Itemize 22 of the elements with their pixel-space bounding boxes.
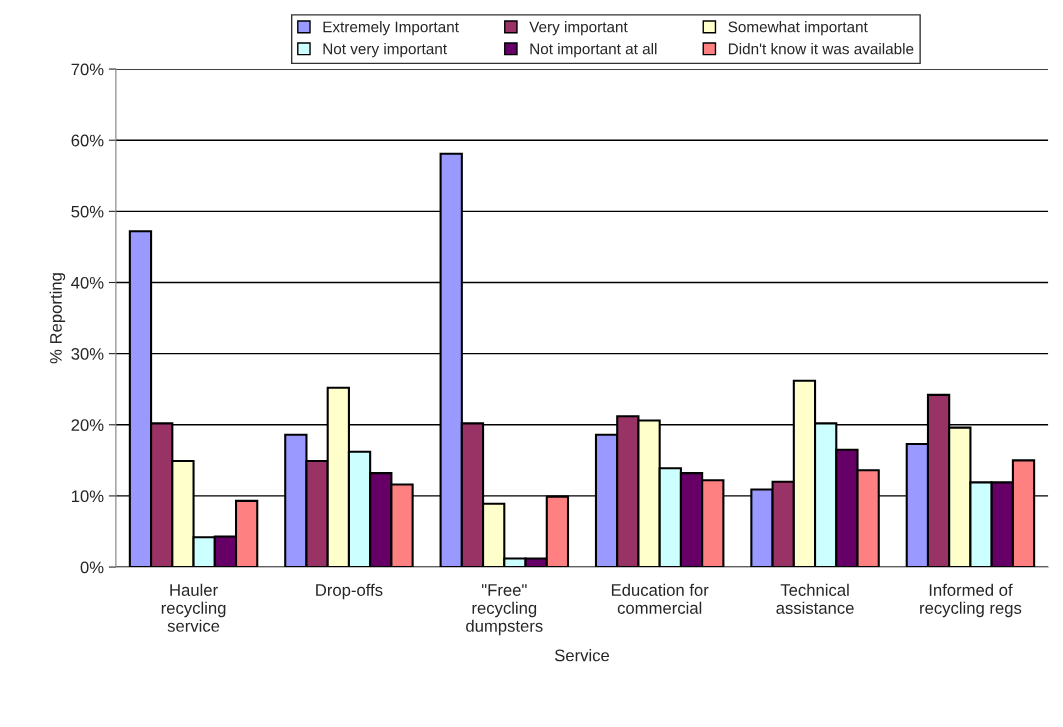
x-tick-label: Education for commercial — [611, 583, 709, 614]
x-tick-label: Drop-offs — [316, 583, 383, 600]
legend-label: Didn't know it was available — [728, 43, 914, 55]
y-tick-label: 50% — [71, 205, 104, 218]
x-axis-title: Service — [554, 649, 610, 662]
legend-label: Not important at all — [530, 43, 657, 58]
y-tick-label: 40% — [71, 276, 104, 289]
x-tick-label: Informed of recycling regs — [920, 583, 1022, 618]
x-tick-label: Technical assistance — [776, 583, 854, 614]
y-tick-label: 20% — [71, 419, 104, 431]
legend-label: Somewhat important — [728, 21, 868, 36]
legend-label: Extremely Important — [323, 21, 459, 36]
y-tick-label: 10% — [71, 490, 104, 503]
y-axis-title: % Reporting — [49, 273, 66, 364]
x-tick-label: "Free" recycling dumpsters — [466, 584, 543, 636]
y-tick-label: 70% — [71, 63, 104, 76]
y-tick-label: 30% — [71, 348, 104, 360]
legend-label: Not very important — [323, 43, 447, 58]
y-tick-label: 60% — [71, 134, 104, 147]
legend-label: Very important — [529, 21, 628, 36]
x-tick-label: Hauler recycling service — [161, 583, 226, 632]
y-tick-label: 0% — [80, 561, 104, 574]
